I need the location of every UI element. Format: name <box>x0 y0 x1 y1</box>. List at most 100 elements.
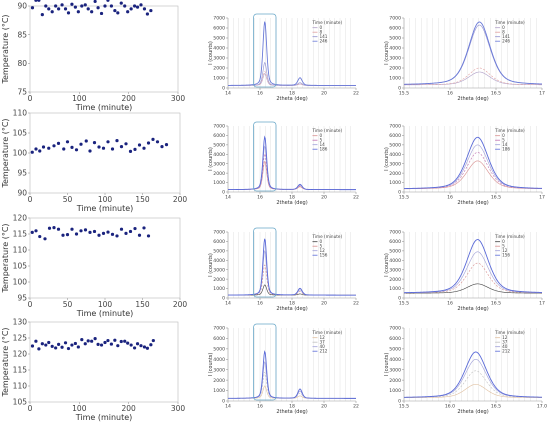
x-tick-label: 100 <box>72 94 87 103</box>
legend-entry: 12 <box>502 248 508 253</box>
legend-entry: 212 <box>502 349 510 354</box>
data-point <box>80 4 84 8</box>
y-tick-label: 6000 <box>389 133 401 139</box>
x-tick-label: 16.5 <box>491 91 501 97</box>
y-tick-label: 3000 <box>389 56 401 62</box>
panel-z115: 15.5 16 16.5 17 0 1000 2000 3000 4000 5000 6000 700… <box>384 230 545 312</box>
data-point <box>119 227 124 231</box>
y-tick-label: 75 <box>17 88 27 97</box>
x-axis-label: 2theta (deg) <box>276 409 307 415</box>
y-tick-label: 2000 <box>389 378 401 384</box>
data-point <box>124 142 128 146</box>
x-tick-label: 16 <box>257 91 263 97</box>
x-tick-label: 15.5 <box>399 91 409 97</box>
series-line <box>228 238 356 296</box>
data-point <box>109 342 113 346</box>
data-point <box>149 343 153 347</box>
y-tick-label: 7000 <box>389 230 401 236</box>
data-point <box>70 227 74 231</box>
x-tick-label: 14 <box>225 301 231 307</box>
y-tick-label: 5000 <box>213 142 225 148</box>
y-tick-label: 5000 <box>389 346 401 352</box>
y-axis-label: I (counts) <box>208 41 214 65</box>
legend-entry: 186 <box>502 147 510 152</box>
data-point <box>128 229 133 234</box>
y-tick-label: 110 <box>13 246 28 255</box>
y-tick-label: 2000 <box>389 171 401 177</box>
y-tick-label: 2000 <box>389 277 401 283</box>
x-tick-label: 16.5 <box>491 301 501 307</box>
panel-x123: 14 16 18 20 22 0 1000 2000 3000 4000 5000 6000 7000 2… <box>208 323 359 415</box>
data-point <box>88 230 92 234</box>
legend-entry: 14 <box>502 142 508 147</box>
data-point <box>106 0 110 2</box>
data-point <box>88 149 92 153</box>
data-point <box>90 339 94 343</box>
x-tick-label: 14 <box>225 91 231 97</box>
x-axis-label: 2theta (deg) <box>276 306 307 312</box>
legend-entry: 37 <box>502 340 508 345</box>
legend-entry: 0 <box>502 133 505 138</box>
data-point <box>129 343 133 347</box>
data-point <box>155 140 160 144</box>
x-axis-label: Time (minute) <box>75 413 133 422</box>
data-point <box>99 11 104 16</box>
x-tick-label: 0 <box>28 195 33 204</box>
y-tick-label: 0 <box>398 399 401 405</box>
x-tick-label: 16.5 <box>491 195 501 201</box>
data-point <box>124 231 128 235</box>
y-tick-label: 0 <box>222 399 225 405</box>
legend-entry: 5 <box>502 138 505 143</box>
data-point <box>47 340 51 345</box>
data-point <box>93 0 97 4</box>
data-point <box>37 347 41 351</box>
data-point <box>84 139 88 143</box>
legend-entry: 0 <box>502 239 505 244</box>
data-point <box>109 4 113 8</box>
zoom-region-box <box>253 121 277 192</box>
data-point <box>44 343 48 347</box>
y-tick-label: 3000 <box>213 367 225 373</box>
data-point <box>123 4 127 8</box>
x-tick-label: 200 <box>173 300 188 309</box>
legend-entry: 12 <box>319 335 325 340</box>
y-tick-label: 7000 <box>389 326 401 332</box>
data-point <box>40 342 44 346</box>
y-tick-label: 4000 <box>389 258 401 264</box>
data-point <box>70 343 74 347</box>
y-tick-label: 7000 <box>389 124 401 130</box>
legend-entry: 0 <box>319 133 322 138</box>
legend-entry: 212 <box>319 349 327 354</box>
panel-x90: 14 16 18 20 22 0 1000 2000 3000 4000 5000 6000 7000 2… <box>208 13 359 102</box>
data-point <box>110 147 115 151</box>
y-tick-label: 7000 <box>213 124 225 130</box>
data-point <box>97 233 101 237</box>
y-axis-label: I (counts) <box>384 41 390 65</box>
data-point <box>34 229 38 233</box>
x-tick-label: 100 <box>98 195 113 204</box>
y-tick-label: 0 <box>222 86 225 92</box>
panel-x115: 14 16 18 20 22 0 1000 2000 3000 4000 5000 6000 7000 2… <box>208 227 359 312</box>
x-tick-label: 14 <box>225 404 231 410</box>
x-tick-label: 18 <box>289 301 295 307</box>
x-tick-label: 17 <box>539 301 545 307</box>
legend-entry: 0 <box>319 25 322 30</box>
y-tick-label: 6000 <box>213 26 225 32</box>
y-tick-label: 90 <box>17 2 27 11</box>
y-tick-label: 7000 <box>389 16 401 22</box>
data-point <box>139 3 143 7</box>
x-tick-label: 17 <box>539 91 545 97</box>
legend-entry: 141 <box>319 34 327 39</box>
data-point <box>133 226 137 231</box>
y-tick-label: 110 <box>13 109 28 118</box>
data-point <box>149 8 153 13</box>
series-line <box>228 350 356 399</box>
y-tick-label: 2000 <box>213 66 225 72</box>
y-tick-label: 7000 <box>213 230 225 236</box>
data-point <box>101 231 106 235</box>
data-point <box>44 4 48 8</box>
x-tick-label: 200 <box>173 195 188 204</box>
data-point <box>86 339 90 343</box>
data-point <box>43 237 47 241</box>
y-tick-label: 2000 <box>213 277 225 283</box>
